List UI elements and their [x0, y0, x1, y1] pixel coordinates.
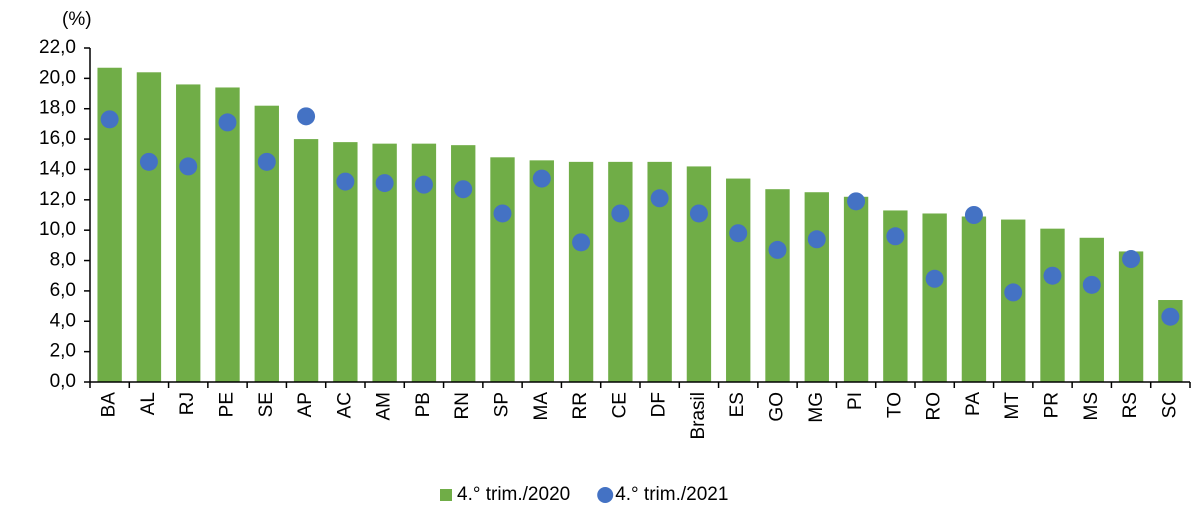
x-tick-label: PA	[963, 392, 984, 416]
x-tick-label: ES	[727, 392, 748, 417]
dot	[414, 175, 433, 194]
y-tick-label: 20,0	[39, 67, 76, 88]
x-tick-label: GO	[767, 392, 788, 422]
bar	[961, 216, 987, 382]
x-tick-label: PB	[413, 392, 434, 417]
x-tick-label: RS	[1120, 392, 1141, 418]
dot	[1043, 266, 1062, 285]
x-tick-label: AM	[374, 392, 395, 421]
y-tick-label: 22,0	[39, 37, 76, 58]
dot	[375, 174, 394, 193]
x-tick-label: DF	[649, 392, 670, 417]
dot	[1122, 250, 1141, 269]
x-tick-label: TO	[884, 392, 905, 418]
dot	[532, 169, 551, 188]
y-tick-label: 0,0	[50, 371, 76, 392]
dot	[218, 113, 237, 132]
y-axis-label: (%)	[62, 9, 92, 30]
bar	[136, 72, 162, 383]
dot	[100, 110, 119, 129]
dot	[493, 204, 512, 223]
dot	[689, 204, 708, 223]
dot	[847, 192, 866, 211]
bar	[922, 213, 947, 382]
x-tick-label: AP	[295, 392, 316, 417]
bar	[490, 157, 515, 382]
dot	[297, 107, 316, 126]
legend-marker	[440, 489, 452, 501]
x-tick-label: AL	[138, 392, 159, 415]
dot	[925, 269, 944, 288]
bar	[1040, 228, 1065, 382]
bar	[843, 196, 869, 382]
dot	[1082, 275, 1101, 294]
bar	[176, 84, 201, 382]
x-tick-label: PE	[217, 392, 238, 417]
bar	[254, 105, 279, 382]
y-tick-label: 12,0	[39, 189, 76, 210]
y-tick-label: 14,0	[39, 158, 76, 179]
x-tick-label: Brasil	[688, 392, 709, 440]
y-tick-label: 8,0	[50, 250, 76, 271]
x-tick-label: RN	[452, 392, 473, 419]
x-tick-label: RO	[924, 392, 945, 421]
dot	[336, 172, 355, 191]
bar	[765, 189, 790, 382]
dot	[611, 204, 630, 223]
x-tick-label: MG	[806, 392, 827, 423]
dot	[886, 227, 905, 246]
dot	[1161, 307, 1180, 326]
x-tick-label: AC	[334, 392, 355, 418]
bar	[568, 161, 594, 382]
legend-label: 4.° trim./2021	[615, 484, 728, 505]
y-tick-label: 4,0	[50, 310, 76, 331]
bar	[1079, 237, 1104, 382]
x-tick-label: CE	[609, 392, 630, 418]
dot	[650, 189, 669, 208]
bar	[686, 166, 712, 382]
bar	[608, 161, 633, 382]
bar	[293, 139, 319, 382]
x-tick-label: MA	[531, 392, 552, 421]
y-tick-label: 10,0	[39, 219, 76, 240]
dot	[572, 233, 591, 252]
x-tick-label: MS	[1081, 392, 1102, 421]
x-tick-label: SC	[1159, 392, 1180, 418]
x-tick-label: RJ	[177, 392, 198, 415]
dot	[1004, 283, 1023, 302]
dot	[768, 240, 787, 259]
y-tick-label: 16,0	[39, 128, 76, 149]
y-tick-label: 2,0	[50, 341, 76, 362]
dot	[179, 157, 198, 176]
x-tick-label: PI	[845, 392, 866, 410]
dot	[454, 180, 473, 199]
bar	[1118, 251, 1144, 382]
legend-label: 4.° trim./2020	[457, 484, 570, 505]
x-tick-label: RR	[570, 392, 591, 419]
bar	[726, 178, 751, 382]
bar	[529, 160, 554, 382]
x-tick-label: BA	[99, 392, 120, 418]
legend-marker	[597, 487, 614, 503]
x-tick-label: SP	[492, 392, 513, 417]
dot	[964, 206, 983, 224]
dot	[257, 152, 276, 171]
y-tick-label: 18,0	[39, 98, 76, 119]
x-tick-label: PR	[1042, 392, 1063, 418]
bar	[804, 192, 829, 382]
dot	[729, 224, 748, 243]
x-tick-label: SE	[256, 392, 277, 417]
dot	[139, 152, 158, 171]
bar	[215, 87, 240, 383]
dot	[807, 230, 826, 249]
x-tick-label: MT	[1002, 392, 1023, 420]
y-tick-label: 6,0	[50, 280, 76, 301]
